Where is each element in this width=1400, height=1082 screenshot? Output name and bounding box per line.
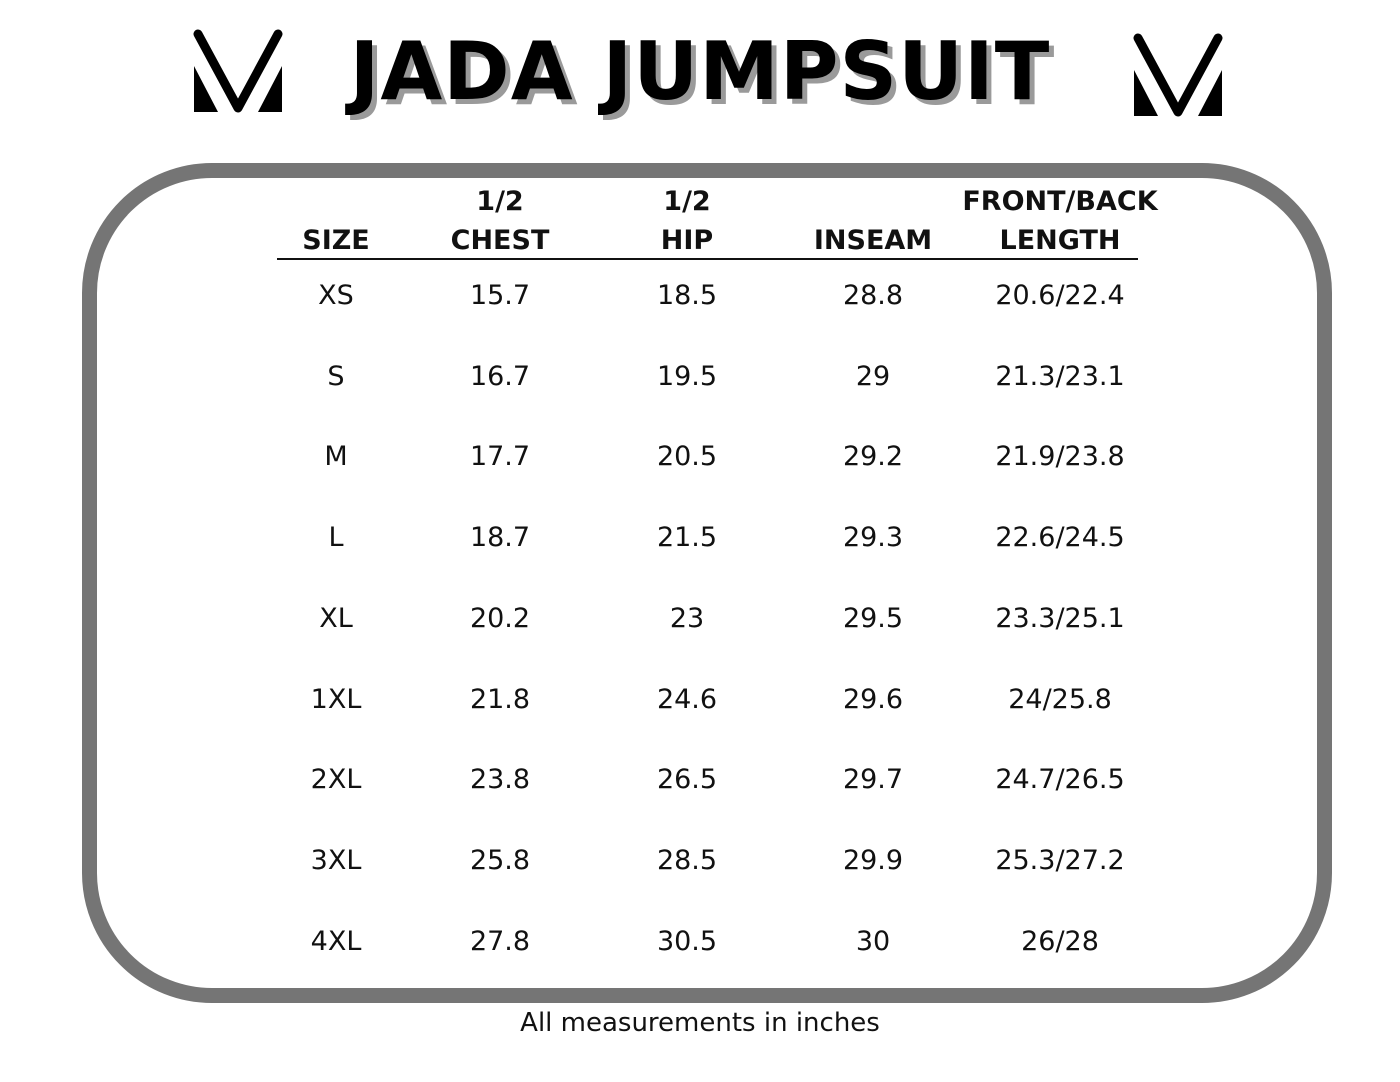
header-line1 <box>302 182 370 221</box>
header-line1 <box>814 182 932 221</box>
cell-half-chest: 23.8 <box>469 764 531 796</box>
cell-half-hip: 20.5 <box>656 441 718 473</box>
cell-inseam: 29.5 <box>842 602 904 634</box>
cell-half-chest: 17.7 <box>469 441 531 473</box>
cell-inseam: 29.7 <box>842 764 904 796</box>
header-line2: CHEST <box>450 225 550 256</box>
table-frame <box>82 163 1332 1003</box>
cell-size: 3XL <box>310 844 362 876</box>
cell-half-hip: 18.5 <box>656 280 718 311</box>
cell-size: S <box>327 360 345 392</box>
cell-size: L <box>328 522 344 554</box>
header-line2: LENGTH <box>999 225 1121 256</box>
cell-front-back-length: 21.3/23.1 <box>995 360 1125 392</box>
column-header-half-chest: 1/2 CHEST <box>451 182 550 260</box>
cell-front-back-length: 26/28 <box>1021 925 1099 957</box>
cell-half-chest: 25.8 <box>469 844 531 876</box>
cell-inseam: 29.9 <box>842 844 904 876</box>
header-line1: 1/2 <box>663 186 711 217</box>
cell-size: XS <box>318 280 354 311</box>
column-header-inseam: INSEAM <box>814 182 932 260</box>
cell-inseam: 29.6 <box>842 683 904 715</box>
cell-front-back-length: 24.7/26.5 <box>995 764 1125 796</box>
cell-size: 2XL <box>310 764 362 796</box>
v-logo-icon-right <box>1133 33 1223 117</box>
cell-inseam: 29 <box>855 360 891 392</box>
header-line1: 1/2 <box>476 186 524 217</box>
cell-half-chest: 21.8 <box>469 683 531 715</box>
cell-front-back-length: 23.3/25.1 <box>995 602 1125 634</box>
cell-inseam: 28.8 <box>842 280 904 311</box>
header-line1: FRONT/BACK <box>962 186 1158 217</box>
cell-half-chest: 15.7 <box>469 280 531 311</box>
header-divider <box>277 258 1138 260</box>
column-header-front-back-length: FRONT/BACK LENGTH <box>962 182 1157 260</box>
cell-size: XL <box>319 602 353 634</box>
cell-half-hip: 28.5 <box>656 844 718 876</box>
cell-inseam: 29.2 <box>842 441 904 473</box>
cell-half-hip: 24.6 <box>656 683 718 715</box>
cell-half-hip: 26.5 <box>656 764 718 796</box>
cell-size: 1XL <box>310 683 362 715</box>
cell-size: 4XL <box>310 925 362 957</box>
cell-half-chest: 16.7 <box>469 360 531 392</box>
cell-size: M <box>324 441 348 473</box>
cell-half-hip: 23 <box>669 602 705 634</box>
footnote: All measurements in inches <box>520 1008 880 1038</box>
cell-front-back-length: 22.6/24.5 <box>995 522 1125 554</box>
cell-front-back-length: 24/25.8 <box>1008 683 1112 715</box>
column-header-size: SIZE <box>302 182 370 260</box>
cell-half-chest: 18.7 <box>469 522 531 554</box>
column-header-half-hip: 1/2 HIP <box>661 182 713 260</box>
cell-inseam: 29.3 <box>842 522 904 554</box>
header-line2: SIZE <box>302 225 370 256</box>
v-logo-icon-left <box>193 29 283 113</box>
header-line2: INSEAM <box>813 225 933 256</box>
header-line2: HIP <box>660 225 714 256</box>
cell-half-hip: 19.5 <box>656 360 718 392</box>
cell-front-back-length: 25.3/27.2 <box>995 844 1125 876</box>
cell-half-hip: 21.5 <box>656 522 718 554</box>
page-title: JADA JUMPSUIT <box>349 25 1051 118</box>
cell-inseam: 30 <box>855 925 891 957</box>
cell-front-back-length: 20.6/22.4 <box>995 280 1125 311</box>
cell-half-chest: 27.8 <box>469 925 531 957</box>
cell-front-back-length: 21.9/23.8 <box>995 441 1125 473</box>
cell-half-chest: 20.2 <box>469 602 531 634</box>
cell-half-hip: 30.5 <box>656 925 718 957</box>
